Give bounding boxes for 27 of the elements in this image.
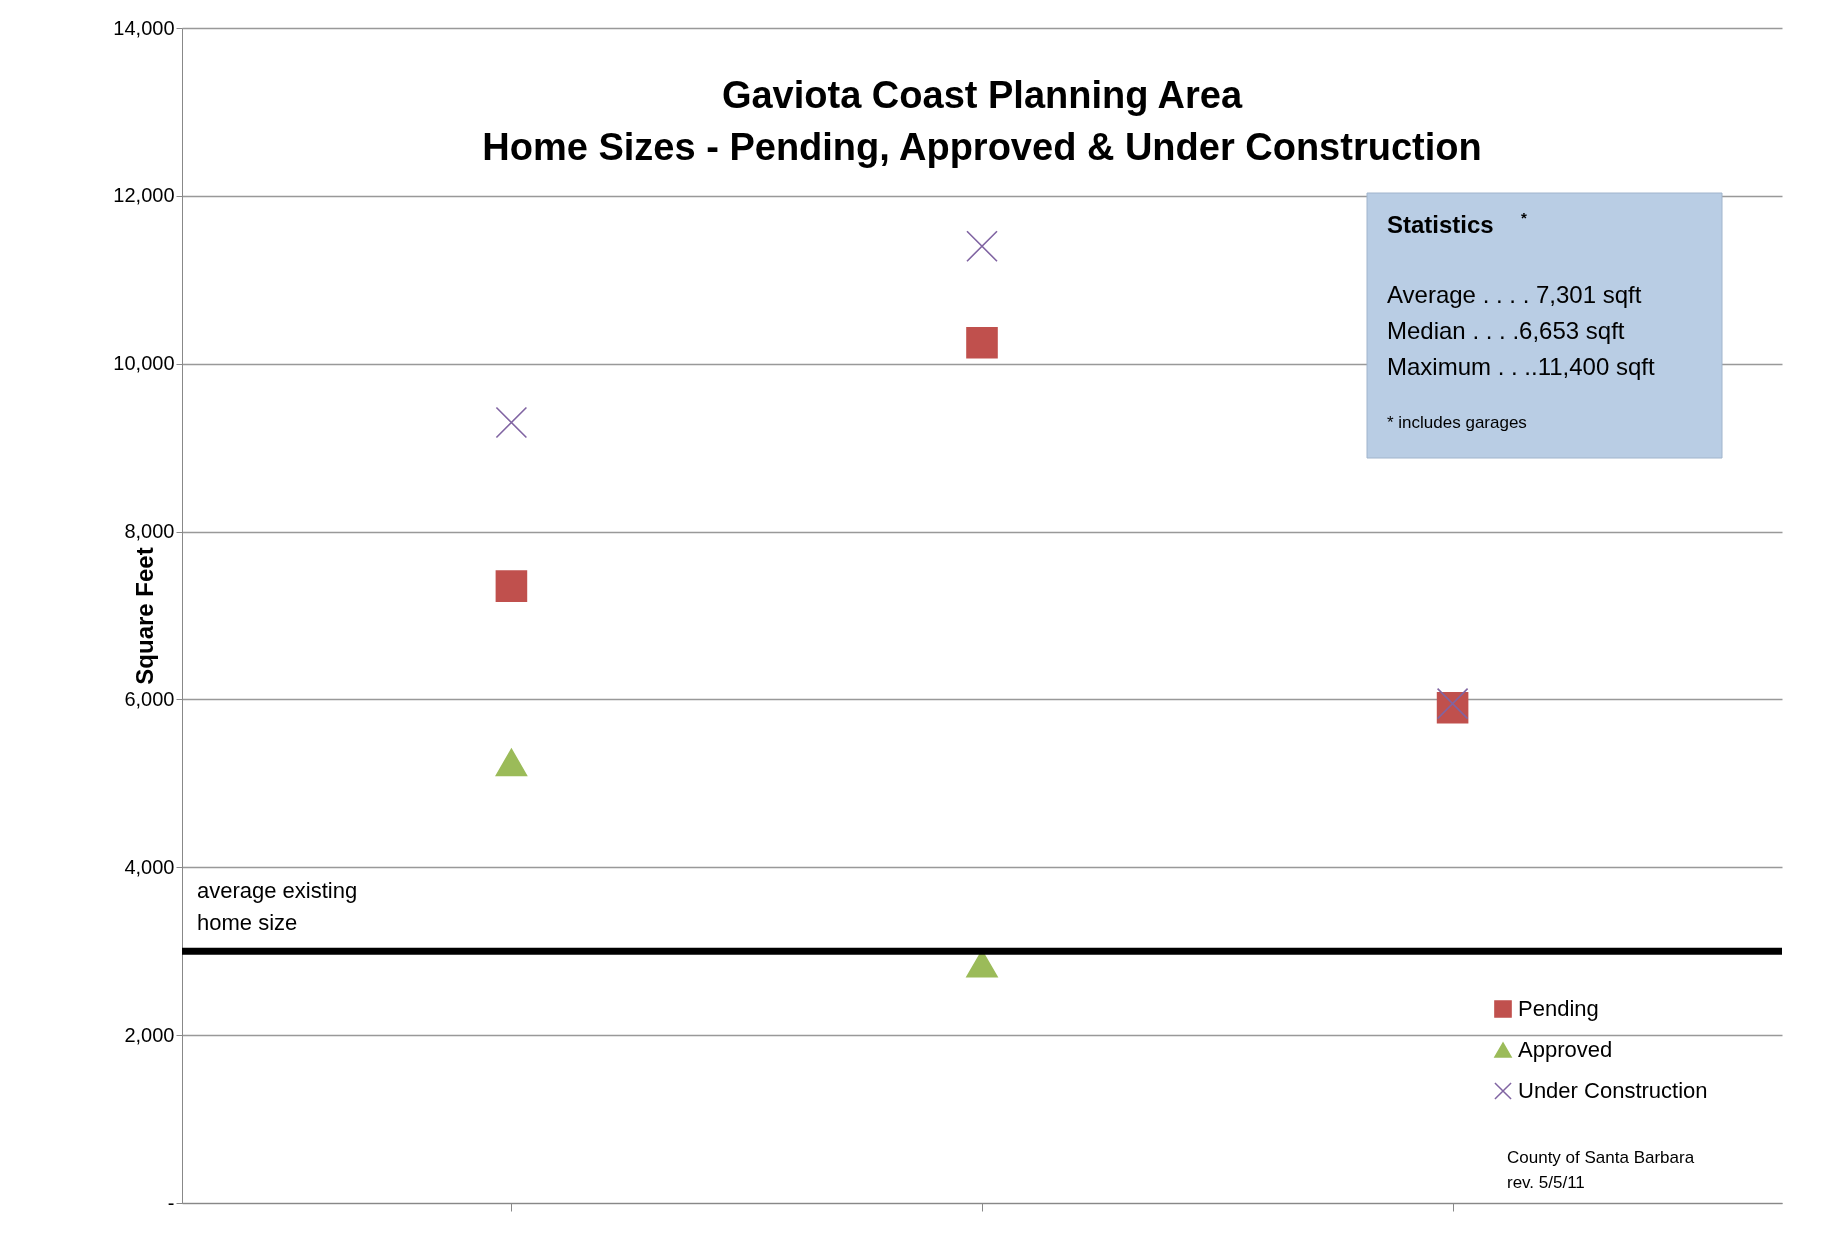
annotation: Maximum . . ..11,400 sqft — [1387, 353, 1655, 380]
y-tick-label: 8,000 — [124, 520, 175, 543]
annotation: rev. 5/5/11 — [1507, 1173, 1585, 1192]
annotation: Average . . . . 7,301 sqft — [1387, 281, 1642, 308]
text: Gaviota Coast Planning Area — [721, 74, 1243, 116]
y-tick-label: 6,000 — [124, 687, 175, 710]
point — [495, 406, 528, 439]
y-tick-label: - — [167, 1191, 175, 1214]
text: Home Sizes - Pending, Approved & Under Construction — [482, 126, 1482, 168]
annotation: County of Santa Barbara — [1507, 1148, 1695, 1167]
y-tick-label: 14,000 — [113, 16, 175, 39]
annotation: * includes garages — [1387, 413, 1527, 432]
legend-label: Pending — [1518, 996, 1599, 1021]
ref-line-label: average existing home size — [197, 878, 358, 936]
point — [495, 748, 528, 777]
point — [495, 570, 528, 602]
legend-label: Approved — [1518, 1037, 1613, 1062]
annotation: Statistics* — [1387, 209, 1527, 238]
legend-label: Under Construction — [1518, 1078, 1708, 1103]
y-tick-label: 12,000 — [113, 184, 175, 207]
point — [966, 326, 998, 359]
annotation: Median . . . .6,653 sqft — [1387, 317, 1625, 344]
y-tick-label: 10,000 — [113, 352, 175, 375]
y-tick-label: 4,000 — [124, 855, 175, 878]
point — [966, 230, 998, 263]
y-tick-label: 2,000 — [124, 1023, 175, 1046]
y-axis-title: Square Feet — [131, 547, 159, 685]
